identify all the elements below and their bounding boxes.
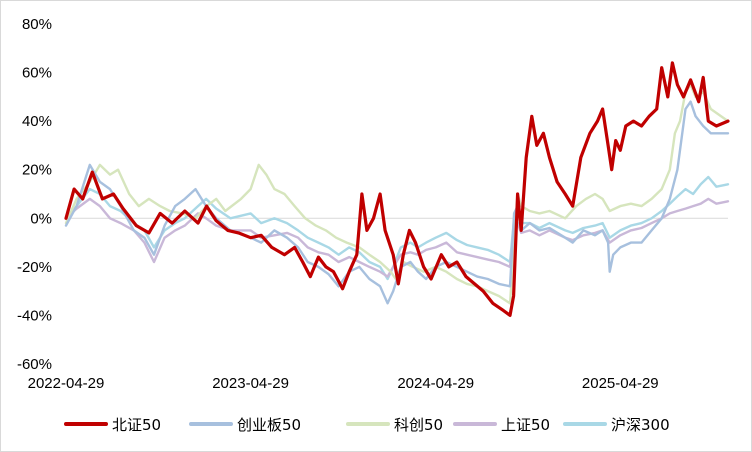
y-tick-label: -40%: [17, 307, 52, 324]
series-line-2: [64, 100, 730, 305]
x-tick-label: 2025-04-29: [582, 375, 659, 392]
x-tick-label: 2023-04-29: [212, 375, 289, 392]
y-axis: 80% 60% 40% 20% 0% -20% -40% -60%: [17, 16, 52, 373]
series-layer: [64, 61, 730, 317]
y-tick-label: -60%: [17, 356, 52, 373]
y-tick-label: 0%: [30, 210, 52, 227]
legend: 北证50 创业板50 科创50 上证50 沪深300: [64, 416, 670, 434]
legend-label: 沪深300: [611, 416, 670, 434]
y-tick-label: 20%: [22, 162, 52, 179]
y-tick-label: 60%: [22, 65, 52, 82]
y-tick-label: 40%: [22, 113, 52, 130]
x-tick-label: 2024-04-29: [397, 375, 474, 392]
legend-label: 上证50: [501, 416, 550, 434]
y-tick-label: 80%: [22, 16, 52, 33]
y-tick-label: -20%: [17, 259, 52, 276]
legend-label: 创业板50: [237, 416, 301, 434]
series-line-4: [64, 197, 730, 278]
x-tick-label: 2022-04-29: [28, 375, 105, 392]
x-axis: 2022-04-29 2023-04-29 2024-04-29 2025-04-29: [28, 375, 659, 392]
legend-label: 北证50: [112, 416, 161, 434]
series-line-1: [64, 61, 730, 317]
legend-label: 科创50: [394, 416, 443, 434]
